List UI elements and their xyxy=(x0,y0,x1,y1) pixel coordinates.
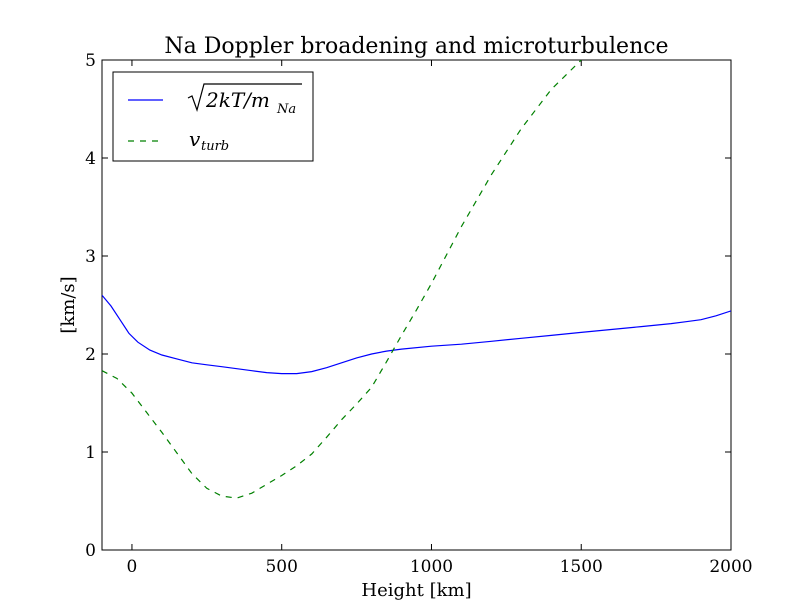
x-axis-label: Height [km] xyxy=(361,580,471,601)
x-tick-label: 2000 xyxy=(709,557,752,577)
legend-box xyxy=(112,71,314,162)
x-tick-label: 1000 xyxy=(410,557,453,577)
y-tick-label: 0 xyxy=(85,541,96,561)
y-tick-label: 2 xyxy=(85,345,96,365)
legend-label-0: 2kT/m xyxy=(205,88,270,112)
y-tick-label: 4 xyxy=(85,149,96,169)
sqrt-icon xyxy=(187,83,302,113)
plot-frame xyxy=(101,59,732,551)
x-tick-label: 1500 xyxy=(560,557,603,577)
x-tick-label: 500 xyxy=(265,557,297,577)
y-tick-label: 5 xyxy=(85,51,96,71)
legend-label-1: v xyxy=(189,127,201,151)
legend-sub-0: Na xyxy=(276,102,296,117)
series-group xyxy=(102,60,731,499)
y-axis-label: [km/s] xyxy=(58,276,79,333)
legend: 2kT/m Na v turb xyxy=(112,71,314,162)
chart-title: Na Doppler broadening and microturbulenc… xyxy=(164,34,668,59)
x-tick-label: 0 xyxy=(127,557,138,577)
series-line-1 xyxy=(102,60,582,499)
y-tick-label: 3 xyxy=(85,247,96,267)
y-tick-label: 1 xyxy=(85,443,96,463)
ticks: 0 500 1000 1500 2000 0 1 2 3 4 5 xyxy=(85,51,752,577)
legend-sub-1: turb xyxy=(201,139,229,154)
plot-area xyxy=(101,59,732,551)
series-line-0 xyxy=(102,294,731,375)
